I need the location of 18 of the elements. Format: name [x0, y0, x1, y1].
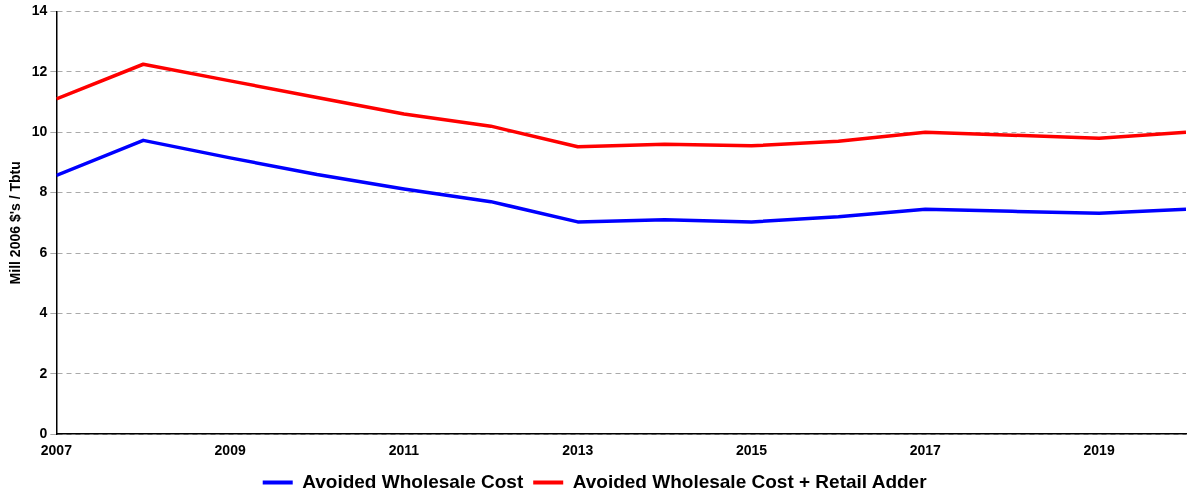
- x-tick-label: 2011: [388, 442, 420, 459]
- y-tick-label: 10: [31, 123, 48, 140]
- x-tick-label: 2017: [909, 442, 942, 459]
- x-tick-label: 2013: [562, 442, 594, 459]
- y-tick-label: 14: [31, 2, 48, 19]
- x-tick-label: 2019: [1083, 442, 1115, 459]
- y-axis-title: Mill 2006 $'s / Tbtu: [7, 161, 24, 285]
- y-tick-label: 0: [39, 425, 48, 442]
- y-tick-label: 8: [39, 183, 48, 200]
- y-tick-label: 6: [39, 243, 48, 260]
- legend-label: Avoided Wholesale Cost + Retail Adder: [572, 470, 928, 492]
- x-tick-label: 2015: [735, 442, 768, 459]
- y-tick-label: 2: [39, 364, 48, 381]
- legend-label: Avoided Wholesale Cost: [302, 470, 524, 492]
- y-tick-label: 12: [31, 62, 48, 79]
- x-tick-label: 2007: [40, 442, 73, 459]
- x-tick-label: 2009: [214, 442, 246, 459]
- y-tick-label: 4: [39, 304, 48, 321]
